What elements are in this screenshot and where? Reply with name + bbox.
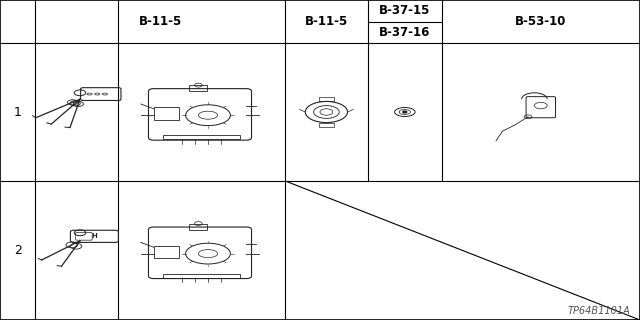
Bar: [154, 107, 179, 120]
Bar: [319, 123, 334, 127]
Text: 1: 1: [13, 106, 22, 118]
Text: B-37-16: B-37-16: [379, 26, 431, 39]
Text: B-11-5: B-11-5: [305, 15, 348, 28]
Bar: [163, 135, 240, 139]
Bar: [154, 246, 179, 259]
Text: TP64B1101A: TP64B1101A: [568, 306, 630, 316]
Text: B-11-5: B-11-5: [138, 15, 182, 28]
Bar: [189, 85, 207, 91]
Bar: [319, 97, 334, 101]
Text: B-53-10: B-53-10: [515, 15, 566, 28]
Bar: [189, 224, 207, 230]
Circle shape: [403, 111, 407, 113]
Bar: [163, 274, 240, 277]
Text: H: H: [92, 233, 97, 239]
Text: B-37-15: B-37-15: [379, 4, 431, 17]
Text: 2: 2: [13, 244, 22, 257]
